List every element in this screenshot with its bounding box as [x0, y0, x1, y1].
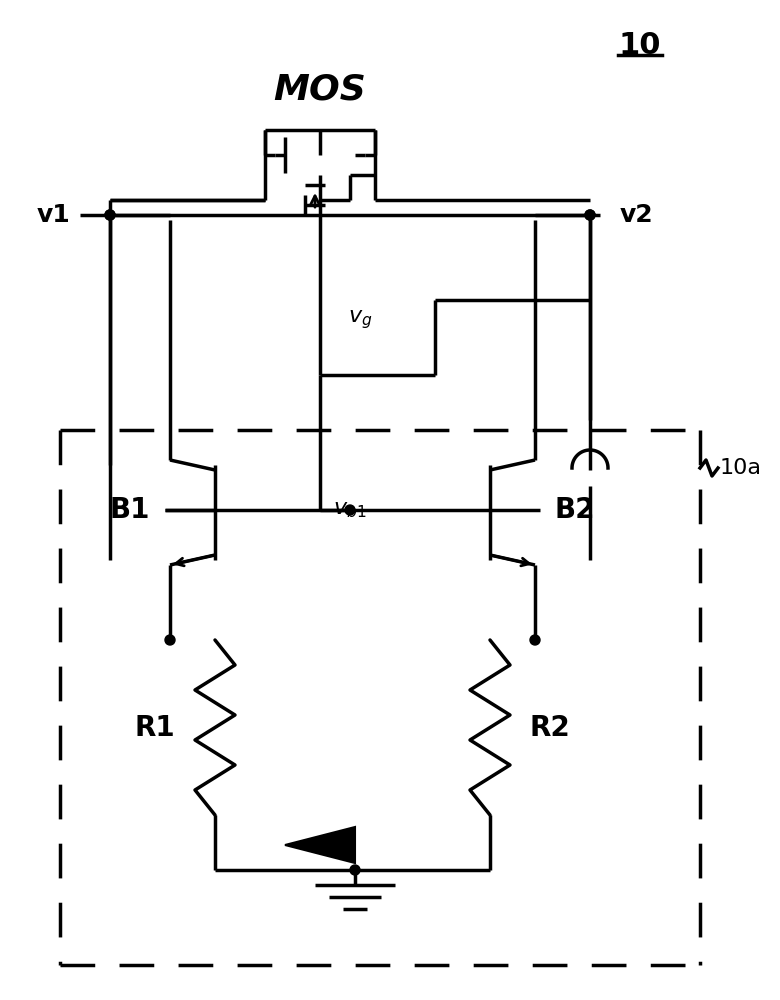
- Text: 10: 10: [619, 30, 661, 60]
- Circle shape: [585, 210, 595, 220]
- Circle shape: [105, 210, 115, 220]
- Circle shape: [585, 210, 595, 220]
- Circle shape: [165, 635, 175, 645]
- Text: R1: R1: [135, 714, 176, 742]
- Text: v2: v2: [620, 203, 654, 227]
- Text: B2: B2: [555, 496, 595, 524]
- Circle shape: [105, 210, 115, 220]
- Text: MOS: MOS: [274, 73, 367, 107]
- Text: $v_{b1}$: $v_{b1}$: [333, 500, 367, 520]
- Circle shape: [350, 865, 360, 875]
- Text: B1: B1: [110, 496, 151, 524]
- Text: 10a: 10a: [720, 458, 762, 478]
- Circle shape: [530, 635, 540, 645]
- Circle shape: [345, 505, 355, 515]
- Polygon shape: [285, 827, 355, 863]
- Text: $v_g$: $v_g$: [348, 309, 372, 331]
- Text: v1: v1: [36, 203, 70, 227]
- Text: R2: R2: [530, 714, 570, 742]
